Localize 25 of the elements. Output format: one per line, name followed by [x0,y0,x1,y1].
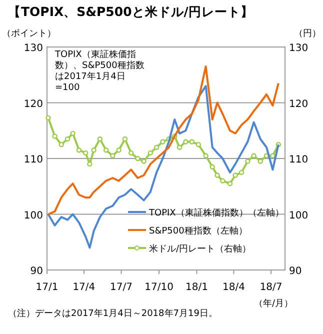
y2-axis-title: （円） [294,29,321,39]
y2-tick-label: 120 [289,98,308,110]
y-tick-label: 100 [24,210,43,222]
y2-tick-label: 90 [289,266,302,277]
x-tick-label: 17/4 [72,282,96,293]
chart-title: 【TOPIX、S&P500と米ドル/円レート】 [8,4,254,19]
legend-label: TOPIX（東証株価指数）（左軸） [148,208,284,218]
x-tick-label: 17/7 [110,282,133,293]
x-tick-label: 18/7 [260,282,282,293]
y-axis-title: （ポイント） [2,29,56,39]
legend-label: 米ドル/円レート（右軸） [149,244,252,254]
x-tick-label: 18/1 [186,282,208,293]
y2-tick-label: 100 [289,210,308,222]
text: （注）データは2017年1月4日～2018年7月19日。 [8,308,218,319]
y-tick-label: 90 [30,266,43,277]
x-tick-label: 17/1 [36,282,58,293]
x-axis-title: （年/月） [254,298,293,309]
y-tick-label: 130 [24,43,43,54]
x-tick-label: 18/4 [222,282,245,293]
x-tick-label: 17/10 [144,282,174,293]
legend-label: S&P500種指数（左軸） [149,226,248,236]
y-tick-label: 120 [24,98,43,110]
y2-tick-label: 110 [289,154,308,166]
y2-tick-label: 130 [289,43,308,54]
y-tick-label: 110 [24,154,43,166]
